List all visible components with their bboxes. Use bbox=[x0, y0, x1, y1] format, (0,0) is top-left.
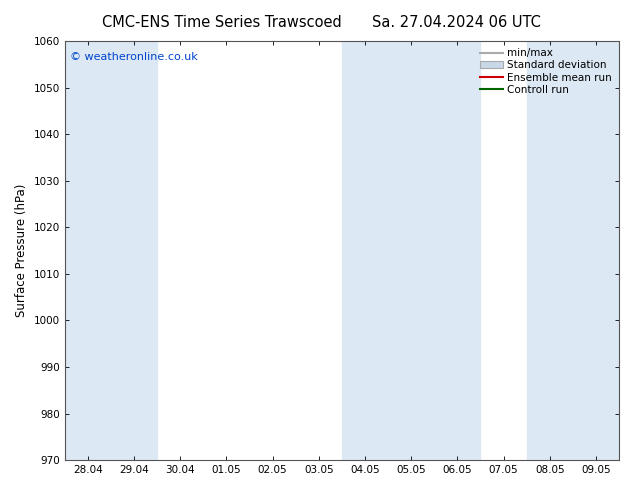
Y-axis label: Surface Pressure (hPa): Surface Pressure (hPa) bbox=[15, 184, 28, 318]
Bar bbox=[434, 41, 481, 460]
Bar bbox=[527, 41, 619, 460]
Text: Sa. 27.04.2024 06 UTC: Sa. 27.04.2024 06 UTC bbox=[372, 15, 541, 30]
Legend: min/max, Standard deviation, Ensemble mean run, Controll run: min/max, Standard deviation, Ensemble me… bbox=[478, 46, 614, 97]
Text: © weatheronline.co.uk: © weatheronline.co.uk bbox=[70, 51, 198, 62]
Bar bbox=[342, 41, 434, 460]
Text: CMC-ENS Time Series Trawscoed: CMC-ENS Time Series Trawscoed bbox=[102, 15, 342, 30]
Bar bbox=[65, 41, 157, 460]
